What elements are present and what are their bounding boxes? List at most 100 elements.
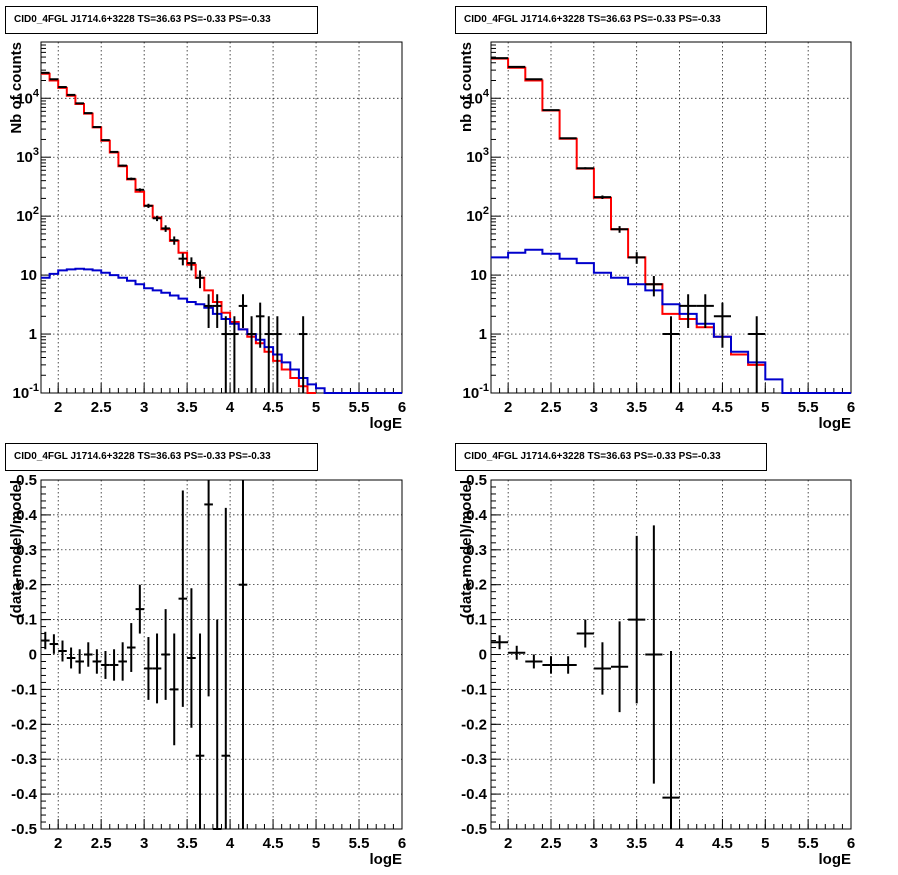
y-axis: -0.5 -0.4 -0.3 -0.2 -0.1 0 0.1 0.2 0.3 0.4 0.5 — [11, 472, 402, 838]
x-tick-label: 2 — [54, 835, 62, 852]
data-point — [187, 257, 196, 271]
y-axis: 10-1 1 10 102 103 104 — [463, 44, 851, 402]
x-tick-label: 5 — [312, 835, 320, 852]
chart-title-top-left: CID0_4FGL J1714.6+3228 TS=36.63 PS=-0.33… — [5, 6, 318, 34]
y-tick-label: 102 — [16, 205, 39, 225]
data-point — [212, 294, 222, 328]
y-tick-label: -0.3 — [461, 751, 487, 768]
data-point — [559, 137, 577, 140]
y-tick-label: -0.4 — [11, 786, 38, 803]
x-axis-label: logE — [819, 851, 852, 868]
residual-point — [508, 645, 526, 660]
y-tick-label: -0.1 — [11, 681, 37, 698]
x-tick-label: 4.5 — [263, 835, 284, 852]
residual-point — [645, 525, 663, 784]
residual-point — [662, 651, 680, 829]
x-tick-label: 5 — [312, 399, 320, 416]
data-point — [576, 167, 594, 170]
data-point — [264, 316, 274, 393]
x-tick-label: 3.5 — [626, 399, 647, 416]
residual-point — [101, 651, 110, 679]
x-axis-label: logE — [819, 415, 852, 432]
y-tick-label: 1 — [479, 326, 487, 343]
chart-title-top-right: CID0_4FGL J1714.6+3228 TS=36.63 PS=-0.33… — [455, 6, 767, 34]
x-tick-label: 2 — [504, 835, 512, 852]
x-tick-label: 4.5 — [712, 835, 733, 852]
residual-point — [491, 635, 509, 650]
residual-point — [58, 640, 67, 662]
residual-point — [169, 633, 179, 746]
y-tick-label: 0.1 — [16, 612, 37, 629]
data-point — [645, 276, 663, 297]
residual-point — [178, 490, 188, 707]
data-point — [230, 316, 239, 393]
y-tick-label: 104 — [466, 87, 490, 107]
data-point — [101, 139, 110, 142]
chart-panel-bottom-right: 2 2.5 3 3.5 4 4.5 5 5.5 6logE-0.5-0.4-0.3-0.2-0.… — [458, 472, 855, 868]
data-point — [247, 316, 256, 393]
data-point — [628, 252, 646, 264]
x-tick-label: 3 — [590, 835, 598, 852]
residual-point — [576, 619, 594, 648]
y-axis: 10-1 1 10 102 103 104 — [13, 44, 402, 402]
y-tick-label: 1 — [29, 326, 37, 343]
y-tick-label: -0.2 — [11, 716, 37, 733]
data-point — [255, 302, 265, 348]
data-point — [144, 203, 153, 208]
y-tick-label: 0.4 — [16, 507, 38, 524]
data-point — [713, 302, 731, 348]
data-point — [204, 294, 213, 328]
x-tick-label: 6 — [398, 835, 406, 852]
y-tick-label: 10 — [470, 267, 487, 284]
data-point — [238, 294, 248, 328]
y-tick-label: 10-1 — [13, 382, 39, 402]
y-tick-label: 0.5 — [466, 472, 487, 489]
x-tick-label: 6 — [847, 399, 855, 416]
x-tick-label: 4 — [226, 835, 235, 852]
data-point — [611, 226, 629, 233]
residual-point — [83, 642, 93, 667]
residual-point — [144, 637, 153, 700]
chart-panel-bottom-left: 2 2.5 3 3.5 4 4.5 5 5.5 6logE-0.5-0.4-0.3-0.2-0.… — [8, 472, 406, 868]
x-tick-label: 6 — [398, 399, 406, 416]
x-tick-label: 3 — [140, 399, 148, 416]
residual-point — [628, 535, 646, 704]
data-point — [83, 112, 93, 115]
residual-point — [49, 634, 59, 654]
data-point — [135, 188, 145, 192]
x-tick-label: 5 — [761, 835, 769, 852]
residual-point — [152, 633, 162, 704]
x-tick-label: 4.5 — [263, 399, 284, 416]
data-point — [169, 236, 179, 245]
y-tick-label: 104 — [16, 87, 40, 107]
data-point — [273, 316, 282, 393]
y-tick-label: 10 — [20, 267, 37, 284]
data-point — [662, 316, 680, 393]
x-tick-label: 5 — [761, 399, 769, 416]
residual-point — [212, 619, 222, 830]
y-tick-label: -0.5 — [11, 821, 37, 838]
y-tick-label: 103 — [16, 146, 39, 166]
data-point — [298, 316, 308, 393]
y-tick-label: -0.2 — [461, 716, 487, 733]
x-tick-label: 2.5 — [541, 835, 562, 852]
y-tick-label: -0.3 — [11, 751, 37, 768]
residual-point — [135, 584, 145, 634]
y-tick-label: 0.3 — [466, 542, 487, 559]
x-axis-label: logE — [370, 415, 403, 432]
y-tick-label: 0.1 — [466, 612, 487, 629]
data-point — [92, 126, 102, 129]
y-tick-label: 0.2 — [16, 577, 37, 594]
data-point — [195, 270, 205, 289]
residual-point — [238, 480, 248, 829]
x-tick-label: 2 — [504, 399, 512, 416]
x-axis-label: logE — [370, 851, 403, 868]
residual-point — [611, 621, 629, 713]
x-tick-label: 4 — [675, 835, 684, 852]
series-source-histogram — [491, 248, 851, 394]
residual-point — [221, 507, 231, 829]
data-point — [696, 294, 714, 328]
x-tick-label: 3.5 — [177, 835, 198, 852]
